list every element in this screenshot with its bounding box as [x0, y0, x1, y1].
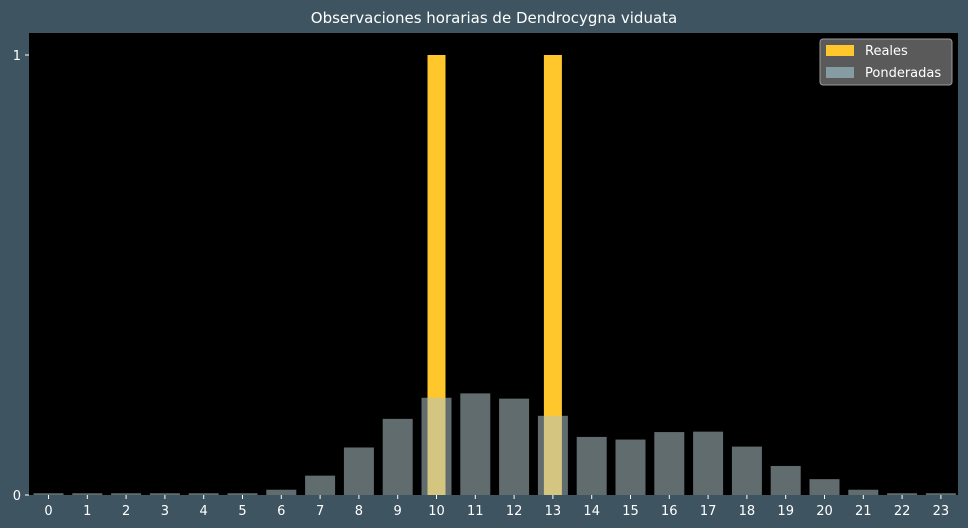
bar-ponderadas-3 — [149, 493, 180, 495]
bar-ponderadas-21 — [848, 489, 879, 495]
x-tick-label-2: 2 — [122, 504, 130, 519]
plot-area — [29, 33, 958, 495]
legend-label-ponderadas: Ponderadas — [865, 66, 941, 81]
bar-ponderadas-12 — [499, 398, 530, 495]
bar-reales-10 — [427, 55, 446, 495]
legend-swatch-reales — [826, 45, 854, 56]
bar-ponderadas-18 — [731, 446, 762, 495]
x-tick-label-17: 17 — [700, 504, 717, 519]
x-tick-label-9: 9 — [394, 504, 402, 519]
x-tick-label-10: 10 — [428, 504, 445, 519]
x-tick-label-8: 8 — [355, 504, 363, 519]
x-tick-label-1: 1 — [83, 504, 91, 519]
x-tick-label-21: 21 — [855, 504, 872, 519]
bar-ponderadas-23 — [925, 493, 956, 495]
bar-ponderadas-13 — [537, 415, 568, 495]
bar-ponderadas-19 — [770, 465, 801, 495]
bar-reales-13 — [543, 55, 562, 495]
bar-ponderadas-16 — [654, 432, 685, 495]
bar-ponderadas-7 — [305, 475, 336, 495]
bar-ponderadas-14 — [576, 436, 607, 495]
x-tick-label-0: 0 — [44, 504, 52, 519]
bar-ponderadas-0 — [33, 493, 64, 495]
bar-ponderadas-15 — [615, 439, 646, 495]
x-tick-label-11: 11 — [467, 504, 484, 519]
x-tick-label-22: 22 — [894, 504, 911, 519]
x-tick-label-3: 3 — [161, 504, 169, 519]
x-tick-label-23: 23 — [933, 504, 950, 519]
bar-ponderadas-8 — [343, 447, 374, 495]
x-tick-label-5: 5 — [238, 504, 246, 519]
x-tick-label-16: 16 — [661, 504, 678, 519]
x-tick-label-15: 15 — [622, 504, 639, 519]
x-tick-label-7: 7 — [316, 504, 324, 519]
bar-ponderadas-4 — [188, 493, 219, 495]
chart-title: Observaciones horarias de Dendrocygna vi… — [311, 9, 677, 27]
x-tick-label-6: 6 — [277, 504, 285, 519]
bar-ponderadas-6 — [266, 489, 297, 495]
bars — [33, 55, 956, 495]
bar-ponderadas-22 — [887, 493, 918, 495]
x-tick-label-19: 19 — [777, 504, 794, 519]
y-tick-label-1: 1 — [13, 49, 21, 64]
bar-ponderadas-5 — [227, 493, 258, 495]
x-tick-label-14: 14 — [583, 504, 600, 519]
bar-ponderadas-11 — [460, 393, 491, 495]
bar-ponderadas-10 — [421, 397, 452, 495]
x-tick-label-20: 20 — [816, 504, 833, 519]
x-tick-label-18: 18 — [739, 504, 756, 519]
x-tick-label-12: 12 — [506, 504, 523, 519]
bar-ponderadas-20 — [809, 479, 840, 495]
legend: Reales Ponderadas — [819, 38, 953, 86]
bar-ponderadas-9 — [382, 418, 413, 495]
y-tick-label-0: 0 — [13, 489, 21, 504]
bar-ponderadas-17 — [693, 431, 724, 495]
legend-swatch-ponderadas — [826, 67, 854, 78]
x-tick-label-13: 13 — [545, 504, 562, 519]
legend-label-reales: Reales — [865, 44, 908, 59]
bar-ponderadas-2 — [111, 493, 142, 495]
x-tick-label-4: 4 — [200, 504, 208, 519]
bar-ponderadas-1 — [72, 493, 103, 495]
